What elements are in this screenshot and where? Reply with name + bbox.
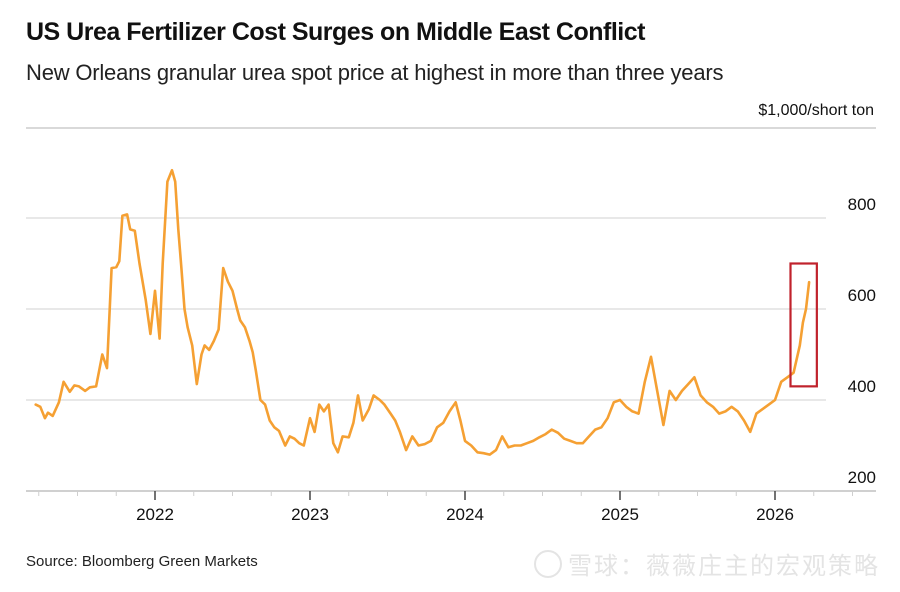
y-tick-label: 200 — [848, 468, 876, 487]
chart-subtitle: New Orleans granular urea spot price at … — [26, 60, 724, 85]
series-line — [34, 168, 811, 456]
x-tick-label: 2023 — [291, 505, 329, 524]
x-tick-label: 2026 — [756, 505, 794, 524]
annotation-layer — [789, 262, 818, 388]
series-layer — [34, 168, 811, 456]
watermark: 雪球：薇薇庄主的宏观策略 — [534, 546, 880, 581]
x-tick-label: 2024 — [446, 505, 484, 524]
y-tick-label: 800 — [848, 195, 876, 214]
x-axis: 2022 2023 2024 2025 2026 — [26, 490, 876, 524]
source-note: Source: Bloomberg Green Markets — [26, 553, 258, 570]
gridlines — [26, 127, 876, 401]
x-tick-label: 2025 — [601, 505, 639, 524]
chart-title: US Urea Fertilizer Cost Surges on Middle… — [26, 18, 645, 46]
x-tick-label: 2022 — [136, 505, 174, 524]
highlight-box — [789, 262, 818, 388]
y-tick-label: 600 — [848, 286, 876, 305]
xueqiu-logo-icon — [534, 550, 562, 578]
watermark-text: 雪球：薇薇庄主的宏观策略 — [568, 552, 880, 580]
unit-label: $1,000/short ton — [758, 102, 874, 119]
y-tick-label: 400 — [848, 377, 876, 396]
y-axis: 200 400 600 800 — [848, 195, 876, 487]
